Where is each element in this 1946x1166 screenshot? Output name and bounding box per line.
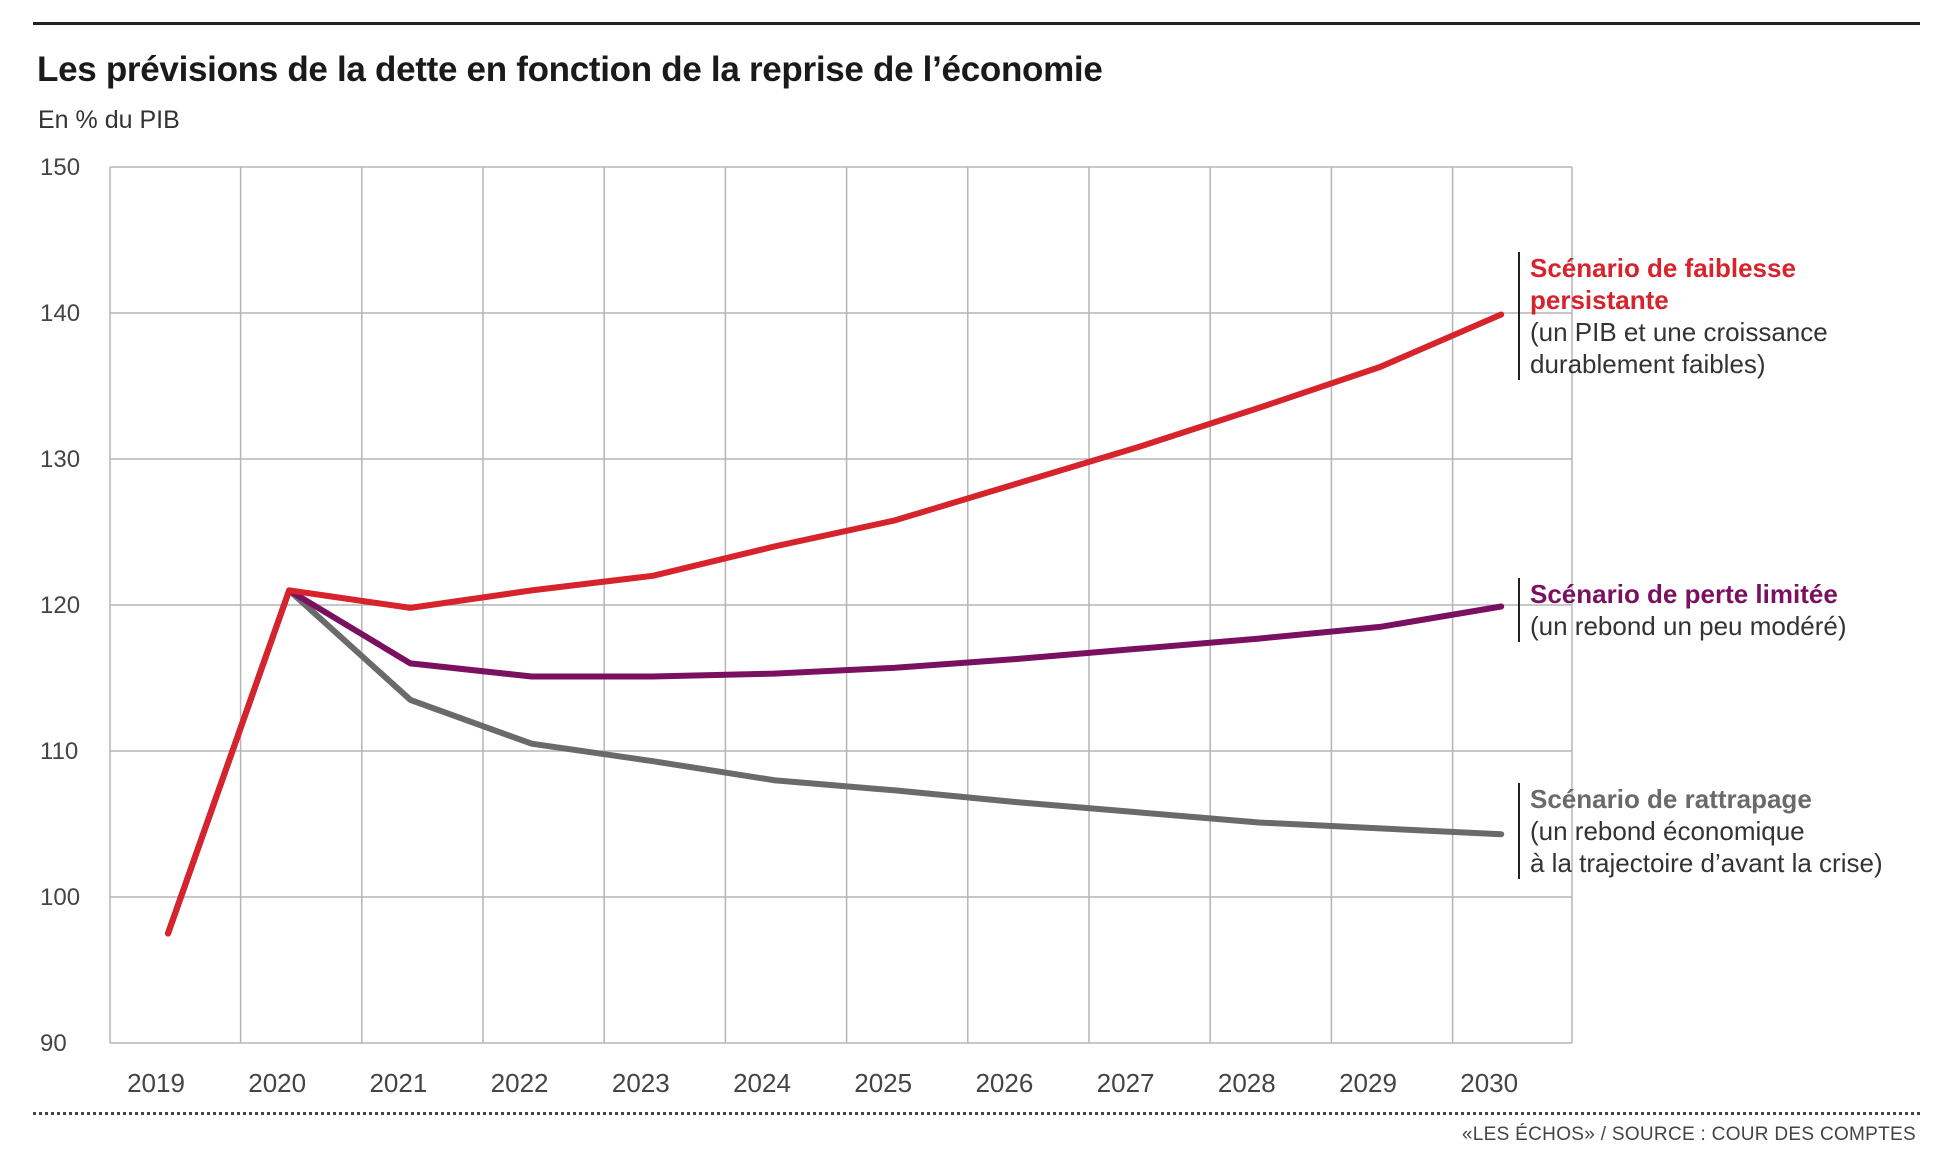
label-head-line-1: Scénario de rattrapage [1530, 784, 1812, 814]
label-head-line-2: persistante [1530, 285, 1669, 315]
x-tick-label: 2027 [1097, 1068, 1155, 1098]
label-desc: (un rebond économique à la trajectoire d… [1518, 815, 1938, 879]
label-bar [1518, 783, 1520, 879]
y-tick-label: 120 [40, 592, 80, 619]
series-line-3 [165, 587, 1505, 937]
label-head: Scénario de faiblesse persistante [1518, 252, 1918, 316]
bottom-rule [33, 1112, 1920, 1115]
label-desc-line-1: (un rebond un peu modéré) [1530, 611, 1847, 641]
y-tick-label: 110 [40, 738, 78, 765]
x-tick-label: 2022 [491, 1068, 549, 1098]
x-tick-label: 2025 [854, 1068, 912, 1098]
x-tick-label: 2030 [1460, 1068, 1518, 1098]
label-head-line-1: Scénario de perte limitée [1530, 579, 1838, 609]
x-tick-label: 2029 [1339, 1068, 1397, 1098]
x-tick-label: 2023 [612, 1068, 670, 1098]
label-desc-line-1: (un PIB et une croissance [1530, 317, 1828, 347]
label-head: Scénario de rattrapage [1518, 783, 1938, 815]
label-desc-line-2: durablement faibles) [1530, 349, 1766, 379]
label-desc-line-1: (un rebond économique [1530, 816, 1805, 846]
series-line-1 [165, 311, 1505, 937]
label-bar [1518, 252, 1520, 380]
label-bar [1518, 578, 1520, 642]
y-tick-label: 130 [40, 446, 80, 473]
x-tick-label: 2020 [248, 1068, 306, 1098]
y-tick-label: 140 [40, 300, 80, 327]
chart-subtitle: En % du PIB [38, 106, 180, 134]
axis-labels: 90 100 110 120 130 140 150 2019 2020 2021 2022 2023… [40, 154, 1518, 1098]
label-head: Scénario de perte limitée [1518, 578, 1918, 610]
label-scenario-faiblesse: Scénario de faiblesse persistante (un PI… [1518, 252, 1918, 380]
top-rule [33, 22, 1920, 25]
y-tick-label: 150 [40, 154, 80, 181]
series-line-2 [165, 587, 1505, 937]
x-tick-label: 2021 [369, 1068, 427, 1098]
y-tick-label: 90 [40, 1030, 67, 1057]
series-lines [165, 311, 1505, 937]
x-tick-label: 2026 [975, 1068, 1033, 1098]
x-tick-label: 2019 [127, 1068, 185, 1098]
grid [109, 166, 1573, 1044]
label-desc-line-2: à la trajectoire d’avant la crise) [1530, 848, 1883, 878]
label-desc: (un PIB et une croissance durablement fa… [1518, 316, 1918, 380]
label-scenario-rattrapage: Scénario de rattrapage (un rebond économ… [1518, 783, 1938, 879]
x-tick-label: 2024 [733, 1068, 791, 1098]
x-tick-label: 2028 [1218, 1068, 1276, 1098]
label-desc: (un rebond un peu modéré) [1518, 610, 1918, 642]
y-tick-label: 100 [40, 884, 80, 911]
chart-title: Les prévisions de la dette en fonction d… [37, 50, 1103, 89]
label-scenario-perte-limitee: Scénario de perte limitée (un rebond un … [1518, 578, 1918, 642]
label-head-line-1: Scénario de faiblesse [1530, 253, 1796, 283]
source-credit: «LES ÉCHOS» / SOURCE : COUR DES COMPTES [1461, 1124, 1916, 1145]
